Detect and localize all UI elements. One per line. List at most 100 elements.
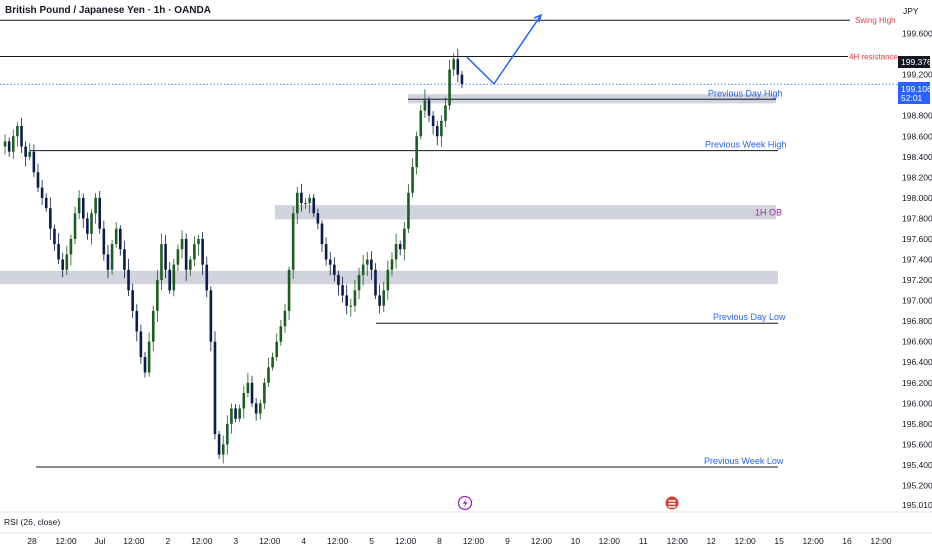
candle-body[interactable] bbox=[11, 136, 15, 152]
candle-body[interactable] bbox=[209, 290, 213, 342]
candle-body[interactable] bbox=[448, 69, 451, 106]
candle-body[interactable] bbox=[94, 197, 97, 214]
candle-body[interactable] bbox=[230, 408, 233, 424]
candle-body[interactable] bbox=[337, 274, 340, 286]
candle-body[interactable] bbox=[390, 259, 394, 270]
candle-body[interactable] bbox=[308, 197, 311, 204]
candle-body[interactable] bbox=[238, 408, 241, 419]
candle-body[interactable] bbox=[143, 357, 147, 373]
candle-body[interactable] bbox=[378, 295, 381, 306]
candle-body[interactable] bbox=[180, 238, 184, 250]
candle-body[interactable] bbox=[156, 280, 159, 311]
candle-body[interactable] bbox=[226, 423, 229, 445]
candle-body[interactable] bbox=[275, 341, 279, 358]
candle-body[interactable] bbox=[61, 259, 64, 270]
candle-body[interactable] bbox=[114, 228, 118, 245]
candle-body[interactable] bbox=[176, 249, 180, 265]
candle-body[interactable] bbox=[147, 341, 151, 373]
event-flag-icon[interactable] bbox=[665, 496, 679, 510]
candle-body[interactable] bbox=[164, 244, 167, 270]
candle-body[interactable] bbox=[110, 244, 114, 270]
candle-body[interactable] bbox=[370, 259, 373, 270]
candle-body[interactable] bbox=[423, 100, 427, 111]
candle-body[interactable] bbox=[205, 264, 209, 291]
candle-body[interactable] bbox=[221, 444, 225, 455]
candle-body[interactable] bbox=[188, 259, 192, 270]
candle-body[interactable] bbox=[295, 192, 299, 214]
candle-body[interactable] bbox=[49, 208, 52, 229]
candle-body[interactable] bbox=[102, 228, 106, 255]
candle-body[interactable] bbox=[98, 197, 102, 229]
candle-body[interactable] bbox=[32, 151, 36, 173]
candle-body[interactable] bbox=[44, 197, 48, 209]
candle-body[interactable] bbox=[349, 305, 353, 307]
candle-body[interactable] bbox=[172, 264, 176, 291]
time-axis[interactable]: 28 12:00 Jul 12:00 2 12:00 3 12:00 4 12:00 5 12:00 8… bbox=[27, 536, 892, 546]
candle-body[interactable] bbox=[20, 125, 23, 147]
candle-body[interactable] bbox=[57, 244, 60, 260]
candle-body[interactable] bbox=[444, 105, 447, 121]
candle-body[interactable] bbox=[40, 187, 44, 198]
candle-body[interactable] bbox=[217, 434, 221, 455]
candle-body[interactable] bbox=[131, 290, 134, 311]
candle-body[interactable] bbox=[415, 136, 418, 168]
candle-body[interactable] bbox=[90, 213, 93, 234]
candle-body[interactable] bbox=[427, 100, 431, 116]
candle-body[interactable] bbox=[127, 269, 130, 291]
candle-body[interactable] bbox=[304, 203, 307, 205]
candle-body[interactable] bbox=[168, 269, 172, 291]
candle-body[interactable] bbox=[123, 249, 126, 270]
candle-body[interactable] bbox=[246, 382, 250, 394]
candle-body[interactable] bbox=[16, 125, 19, 137]
candle-body[interactable] bbox=[81, 197, 85, 219]
candle-body[interactable] bbox=[407, 192, 410, 229]
candle-body[interactable] bbox=[151, 310, 155, 342]
candle-body[interactable] bbox=[312, 197, 316, 214]
candle-body[interactable] bbox=[65, 254, 69, 270]
candle-body[interactable] bbox=[201, 238, 204, 265]
candle-body[interactable] bbox=[139, 331, 143, 358]
candle-body[interactable] bbox=[341, 285, 344, 296]
candle-body[interactable] bbox=[403, 228, 406, 250]
candle-body[interactable] bbox=[28, 151, 32, 157]
candle-body[interactable] bbox=[291, 213, 295, 270]
candle-body[interactable] bbox=[279, 326, 283, 342]
candle-body[interactable] bbox=[254, 403, 258, 414]
candle-body[interactable] bbox=[357, 274, 361, 291]
candle-body[interactable] bbox=[24, 146, 27, 157]
candle-body[interactable] bbox=[287, 269, 291, 311]
candle-body[interactable] bbox=[250, 382, 254, 404]
candle-body[interactable] bbox=[77, 197, 81, 214]
candle-body[interactable] bbox=[283, 310, 287, 327]
candle-body[interactable] bbox=[328, 259, 332, 265]
candle-body[interactable] bbox=[184, 238, 188, 270]
candle-body[interactable] bbox=[242, 393, 246, 409]
candle-body[interactable] bbox=[267, 367, 270, 383]
candle-body[interactable] bbox=[7, 141, 11, 152]
candle-body[interactable] bbox=[119, 228, 122, 250]
candle-body[interactable] bbox=[106, 254, 110, 270]
candle-body[interactable] bbox=[213, 341, 217, 435]
candle-body[interactable] bbox=[452, 59, 456, 70]
candle-body[interactable] bbox=[324, 244, 328, 260]
candle-body[interactable] bbox=[333, 264, 336, 275]
candle-body[interactable] bbox=[411, 167, 414, 193]
candle-body[interactable] bbox=[394, 244, 398, 260]
candle-body[interactable] bbox=[345, 295, 348, 306]
price-axis[interactable]: JPY 199.600 199.200 198.800 198.600 198.400 1… bbox=[902, 6, 932, 510]
candle-body[interactable] bbox=[36, 172, 40, 188]
candle-body[interactable] bbox=[382, 290, 386, 306]
candle-body[interactable] bbox=[456, 59, 460, 75]
candle-body[interactable] bbox=[316, 213, 320, 224]
candle-body[interactable] bbox=[73, 213, 77, 239]
candle-body[interactable] bbox=[69, 238, 73, 255]
candle-body[interactable] bbox=[258, 403, 262, 414]
candle-body[interactable] bbox=[386, 269, 390, 291]
candle-body[interactable] bbox=[3, 141, 7, 147]
candle-body[interactable] bbox=[398, 244, 402, 250]
candle-body[interactable] bbox=[135, 310, 139, 332]
candle-body[interactable] bbox=[435, 125, 439, 137]
candle-body[interactable] bbox=[86, 218, 89, 234]
candle-body[interactable] bbox=[365, 259, 369, 265]
